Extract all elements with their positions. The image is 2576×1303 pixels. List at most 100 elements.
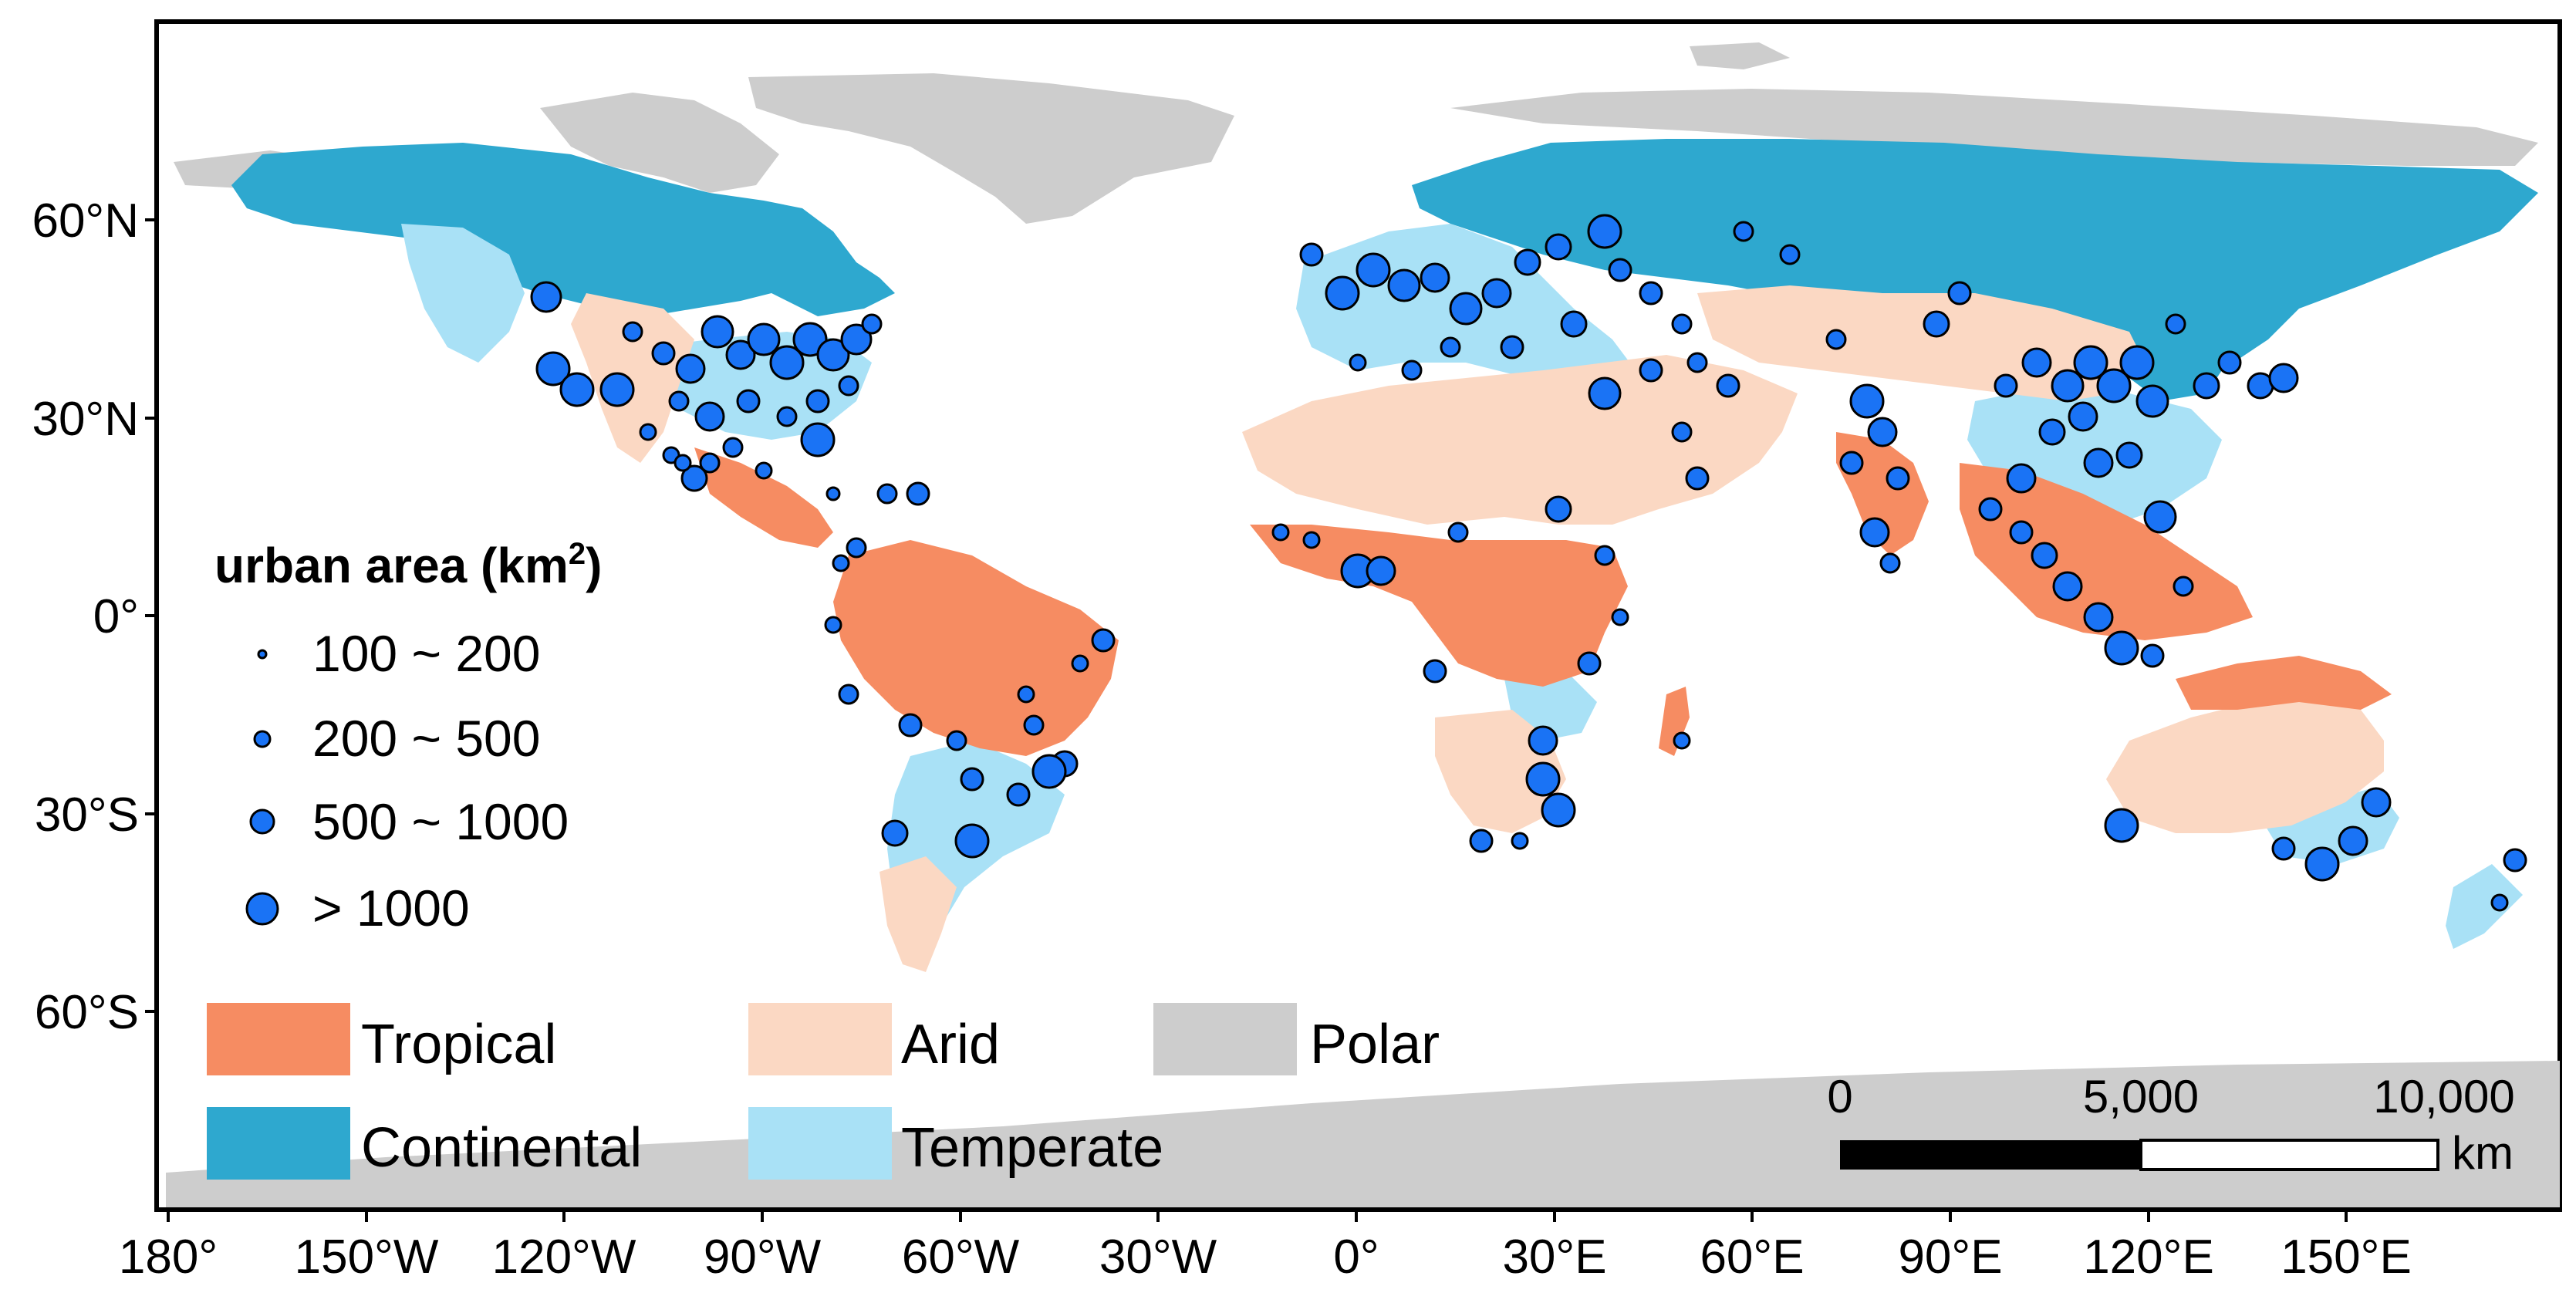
legend-swatch-polar xyxy=(1153,1003,1297,1075)
urban-dot xyxy=(680,464,708,492)
urban-dot xyxy=(1031,754,1067,789)
urban-dot xyxy=(2271,836,2296,861)
lon-label: 120°E xyxy=(2083,1230,2214,1284)
urban-dot xyxy=(1401,360,1423,381)
zone-temperate-new-zealand xyxy=(2446,864,2523,949)
urban-dot xyxy=(769,345,805,380)
urban-dot xyxy=(2143,500,2177,534)
urban-dot xyxy=(1859,517,1890,548)
urban-dot xyxy=(1349,353,1367,372)
urban-dot xyxy=(699,452,721,474)
urban-dot xyxy=(1886,466,1910,491)
legend-label-polar: Polar xyxy=(1310,1014,1440,1075)
legend-label-500-1000: 500 ~ 1000 xyxy=(312,793,569,850)
urban-dot xyxy=(2173,576,2194,597)
urban-dot xyxy=(2051,369,2085,403)
legend-label-200-500: 200 ~ 500 xyxy=(312,710,540,767)
urban-dot xyxy=(1639,358,1663,383)
urban-dot xyxy=(1560,310,1588,338)
urban-dot xyxy=(1091,628,1116,653)
zone-polar-canada-arctic xyxy=(540,93,779,193)
urban-dot xyxy=(1879,552,1901,574)
urban-dot xyxy=(861,313,883,335)
urban-dot xyxy=(946,730,967,751)
scale-unit: km xyxy=(2452,1127,2514,1179)
urban-dot xyxy=(2083,447,2114,478)
legend-label-tropical: Tropical xyxy=(361,1014,556,1075)
urban-dot xyxy=(1716,373,1740,398)
scale-bar: 0 5,000 10,000 km xyxy=(1827,1071,2514,1179)
urban-dot xyxy=(2268,363,2299,393)
urban-dot xyxy=(2135,384,2169,418)
urban-dot xyxy=(1449,292,1483,326)
urban-dot xyxy=(2021,347,2052,378)
legend-swatch-continental xyxy=(207,1107,350,1180)
urban-dot xyxy=(906,481,930,506)
urban-dot xyxy=(805,389,830,414)
urban-dot xyxy=(2490,893,2509,912)
zone-tropical-central-america xyxy=(694,447,833,548)
lon-label: 30°W xyxy=(1099,1230,1217,1284)
urban-dot xyxy=(599,372,635,407)
urban-dot xyxy=(1356,252,1391,288)
lat-label: 60°N xyxy=(32,194,139,248)
urban-dot xyxy=(1639,281,1663,305)
urban-dot xyxy=(1685,466,1710,491)
zone-tropical-australia-north xyxy=(2176,656,2392,710)
urban-dot xyxy=(2165,313,2186,335)
urban-dot xyxy=(2338,825,2368,856)
urban-dot xyxy=(2217,350,2242,375)
urban-dot xyxy=(535,351,571,387)
lon-label: 60°E xyxy=(1700,1230,1804,1284)
lon-label: 120°W xyxy=(492,1230,636,1284)
zone-polar-greenland xyxy=(748,73,1234,224)
lon-label: 60°W xyxy=(902,1230,1020,1284)
urban-dot xyxy=(2361,787,2392,818)
urban-dot xyxy=(747,322,781,356)
urban-dot xyxy=(694,401,725,432)
urban-dot xyxy=(2083,602,2114,633)
urban-dot xyxy=(840,323,873,356)
urban-dot xyxy=(1545,495,1572,523)
urban-dot xyxy=(2115,441,2143,469)
latitude-labels: 60°N 30°N 0° 30°S 60°S xyxy=(32,194,139,1039)
urban-dot xyxy=(776,406,798,427)
urban-dot xyxy=(1387,268,1421,302)
urban-dot xyxy=(838,684,859,705)
urban-dot xyxy=(792,322,828,357)
urban-dot xyxy=(825,486,841,501)
urban-dot xyxy=(1325,275,1360,311)
zone-continental-north-america xyxy=(231,143,895,316)
urban-dot xyxy=(898,713,923,738)
urban-dot xyxy=(2031,542,2058,569)
legend-swatch-tropical xyxy=(207,1003,350,1075)
urban-dot xyxy=(954,823,990,859)
urban-dot xyxy=(1514,248,1541,276)
urban-dot xyxy=(1671,421,1693,443)
legend-label-over-1000: > 1000 xyxy=(312,879,470,937)
urban-dot xyxy=(1528,725,1558,756)
urban-dot xyxy=(1423,659,1447,684)
urban-dot xyxy=(2104,808,2139,843)
lon-label: 0° xyxy=(1333,1230,1379,1284)
urban-dot xyxy=(1779,244,1801,265)
urban-dot xyxy=(1023,714,1045,736)
urban-dot xyxy=(668,390,690,412)
urban-dot xyxy=(838,375,859,397)
urban-dot xyxy=(2009,520,2034,545)
zone-polar-svalbard xyxy=(1690,42,1790,69)
urban-dot xyxy=(1686,352,1708,373)
urban-dot xyxy=(736,389,761,414)
urban-dot xyxy=(1671,313,1693,335)
urban-dot xyxy=(1500,335,1524,360)
urban-dot xyxy=(2304,846,2340,882)
scale-tick-10000: 10,000 xyxy=(2373,1071,2515,1122)
urban-dot xyxy=(2068,401,2098,432)
urban-dot xyxy=(1849,383,1885,419)
urban-dot xyxy=(1420,262,1450,293)
urban-dot xyxy=(1545,233,1572,261)
urban-dot xyxy=(832,554,850,572)
urban-dot xyxy=(1588,376,1622,410)
urban-dot xyxy=(876,483,898,505)
legend-label-100-200: 100 ~ 200 xyxy=(312,625,540,682)
